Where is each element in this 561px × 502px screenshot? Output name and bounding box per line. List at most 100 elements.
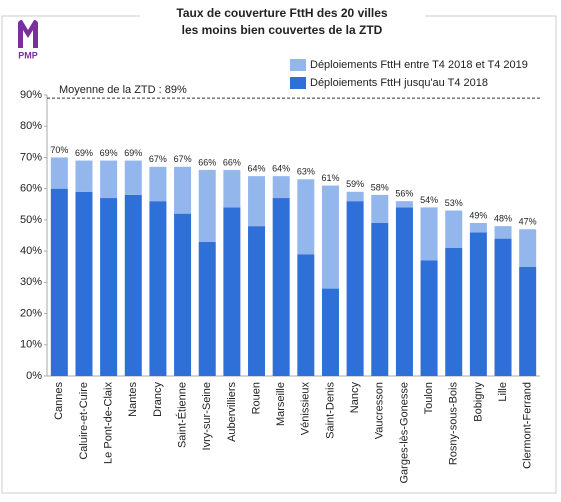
x-tick-label: Ivry-sur-Seine	[201, 382, 213, 450]
x-tick-label: Toulon	[423, 382, 435, 414]
x-tick-label: Garges-lès-Gonesse	[398, 382, 410, 484]
legend-swatch	[290, 77, 306, 89]
bar-segment	[149, 201, 167, 376]
x-tick-label: Nantes	[127, 382, 139, 417]
bar-segment	[321, 185, 339, 289]
bar-segment	[174, 213, 192, 376]
y-tick-label: 20%	[20, 307, 42, 319]
y-tick-label: 50%	[20, 214, 42, 226]
total-label: 66%	[198, 157, 216, 167]
bar-segment	[420, 260, 438, 376]
bar-segment	[297, 254, 315, 376]
bar-segment	[50, 157, 68, 189]
bar-segment	[149, 166, 167, 202]
total-label: 56%	[395, 189, 413, 199]
bar-segment	[223, 207, 241, 376]
x-tick-label: Vénissieux	[300, 382, 312, 436]
total-label: 59%	[346, 179, 364, 189]
x-tick-label: Rosny-sous-Bois	[448, 382, 460, 466]
total-label: 48%	[494, 214, 512, 224]
total-label: 69%	[124, 148, 142, 158]
bar-segment	[395, 201, 413, 208]
bar-segment	[272, 198, 290, 376]
bar-segment	[248, 226, 266, 376]
total-label: 47%	[519, 217, 537, 227]
x-tick-label: Saint-Denis	[324, 382, 336, 439]
legend-label: Déploiements FttH entre T4 2018 et T4 20…	[310, 59, 528, 71]
bar-segment	[469, 232, 487, 376]
bar-segment	[223, 169, 241, 208]
bar-segment	[100, 198, 118, 376]
y-tick-label: 80%	[20, 120, 42, 132]
bar-segment	[198, 241, 216, 376]
chart-title: les moins bien couvertes de la ZTD	[182, 23, 383, 37]
bar-segment	[395, 207, 413, 376]
bar-segment	[346, 191, 364, 202]
x-tick-label: Rouen	[250, 382, 262, 414]
total-label: 67%	[174, 154, 192, 164]
x-tick-label: Lille	[497, 382, 509, 402]
bar-segment	[469, 223, 487, 233]
x-tick-label: Marseille	[275, 382, 287, 426]
y-tick-label: 40%	[20, 245, 42, 257]
x-tick-label: Clermont-Ferrand	[522, 382, 534, 469]
y-tick-label: 30%	[20, 276, 42, 288]
bar-segment	[321, 288, 339, 376]
bar-segment	[494, 226, 512, 239]
bar-segment	[445, 247, 463, 376]
bar-segment	[371, 223, 389, 376]
x-tick-label: Drancy	[152, 382, 164, 417]
bar-segment	[519, 229, 537, 267]
bar-segment	[124, 194, 142, 376]
total-label: 64%	[272, 164, 290, 174]
bar-segment	[75, 191, 93, 376]
x-tick-label: Vaucresson	[374, 382, 386, 439]
y-tick-label: 60%	[20, 183, 42, 195]
x-tick-label: Aubervilliers	[226, 382, 238, 442]
total-label: 67%	[149, 154, 167, 164]
logo-text: PMP	[18, 50, 38, 60]
bar-segment	[494, 238, 512, 376]
title-background	[140, 4, 425, 42]
y-tick-label: 10%	[20, 339, 42, 351]
bar-segment	[272, 176, 290, 199]
total-label: 63%	[297, 167, 315, 177]
total-label: 58%	[371, 182, 389, 192]
bar-segment	[445, 210, 463, 248]
total-label: 64%	[248, 164, 266, 174]
bar-segment	[50, 188, 68, 376]
x-tick-label: Saint-Étienne	[175, 382, 188, 448]
total-label: 69%	[75, 148, 93, 158]
chart-title: Taux de couverture FttH des 20 villes	[176, 6, 388, 20]
bar-segment	[519, 266, 537, 376]
total-label: 66%	[223, 157, 241, 167]
y-tick-label: 0%	[26, 370, 42, 382]
bar-segment	[100, 160, 118, 199]
total-label: 70%	[50, 145, 68, 155]
total-label: 54%	[420, 195, 438, 205]
total-label: 49%	[469, 210, 487, 220]
legend-label: Déploiements FttH jusqu'au T4 2018	[310, 77, 488, 89]
logo: PMP	[18, 20, 38, 60]
legend-swatch	[290, 59, 306, 71]
bar-segment	[248, 176, 266, 227]
x-tick-label: Nancy	[349, 382, 361, 414]
x-tick-label: Le Pont-de-Claix	[103, 382, 115, 464]
total-label: 61%	[321, 173, 339, 183]
y-tick-label: 70%	[20, 151, 42, 163]
bar-segment	[346, 201, 364, 376]
x-tick-label: Caluire-et-Cuire	[78, 382, 90, 460]
total-label: 69%	[100, 148, 118, 158]
x-tick-label: Cannes	[53, 382, 65, 420]
bar-segment	[75, 160, 93, 192]
bar-segment	[198, 169, 216, 242]
bar-segment	[297, 179, 315, 255]
bar-segment	[174, 166, 192, 214]
bar-segment	[420, 207, 438, 261]
logo-icon	[18, 20, 38, 48]
reference-label: Moyenne de la ZTD : 89%	[59, 84, 187, 96]
x-tick-label: Bobigny	[472, 382, 484, 422]
y-tick-label: 90%	[20, 89, 42, 101]
total-label: 53%	[445, 198, 463, 208]
